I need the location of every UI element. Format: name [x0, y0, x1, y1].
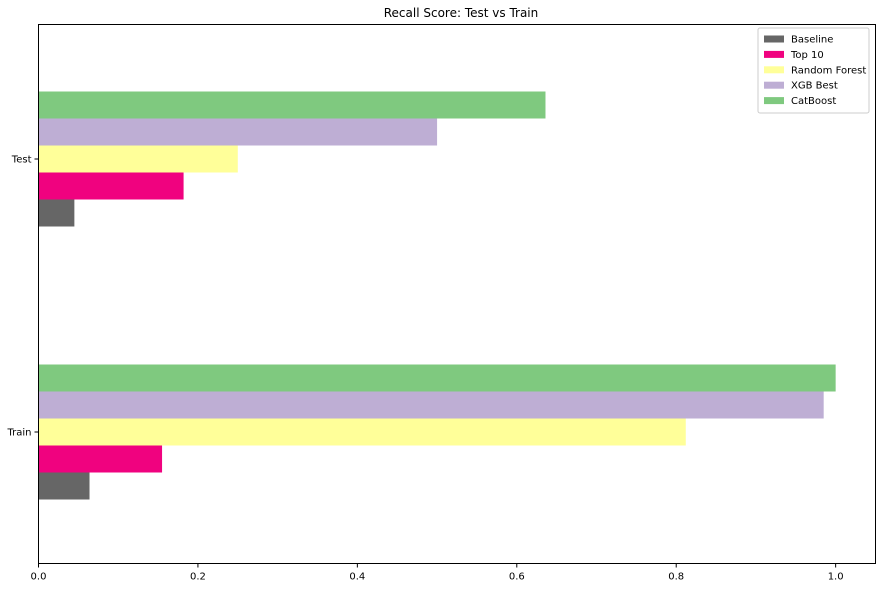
legend-label-baseline: Baseline: [791, 35, 833, 46]
bar-train-random-forest: [38, 418, 686, 446]
legend-swatch-baseline: [764, 35, 784, 43]
y-tick-label-test: Test: [11, 155, 32, 166]
bar-test-xgb-best: [38, 118, 438, 146]
x-axis-ticks: 0.0 0.2 0.4 0.6 0.8 1.0: [31, 563, 844, 583]
legend-label-xgb-best: XGB Best: [791, 81, 838, 92]
legend-swatch-top-10: [764, 50, 784, 58]
x-tick-label: 0.4: [349, 572, 365, 583]
legend-label-catboost: CatBoost: [791, 96, 836, 107]
legend-swatch-catboost: [764, 97, 784, 105]
y-axis-ticks: Train Test: [7, 155, 39, 439]
legend: Baseline Top 10 Random Forest XGB Best CatBo…: [757, 27, 870, 114]
x-tick-label: 0.2: [190, 572, 206, 583]
bar-train-top-10: [38, 445, 163, 473]
x-tick-label: 0.0: [31, 572, 47, 583]
legend-box: [757, 27, 870, 114]
bar-test-random-forest: [38, 145, 238, 173]
bar-test-catboost: [38, 91, 546, 119]
plot-frame: [38, 24, 876, 564]
chart-title: Recall Score: Test vs Train: [384, 6, 539, 20]
axes-layer: [38, 24, 876, 564]
bar-test-top-10: [38, 172, 184, 200]
x-tick-label: 1.0: [828, 572, 844, 583]
legend-swatch-random-forest: [764, 66, 784, 74]
bar-train-baseline: [38, 472, 90, 500]
legend-label-top-10: Top 10: [790, 50, 824, 61]
x-tick-label: 0.6: [509, 572, 525, 583]
legend-label-random-forest: Random Forest: [791, 65, 866, 76]
bar-test-baseline: [38, 199, 75, 227]
x-tick-label: 0.8: [668, 572, 684, 583]
bar-train-xgb-best: [38, 391, 824, 419]
bars-layer: [38, 91, 836, 500]
bar-train-catboost: [38, 364, 836, 392]
y-tick-label-train: Train: [7, 428, 32, 439]
legend-swatch-xgb-best: [764, 81, 784, 89]
